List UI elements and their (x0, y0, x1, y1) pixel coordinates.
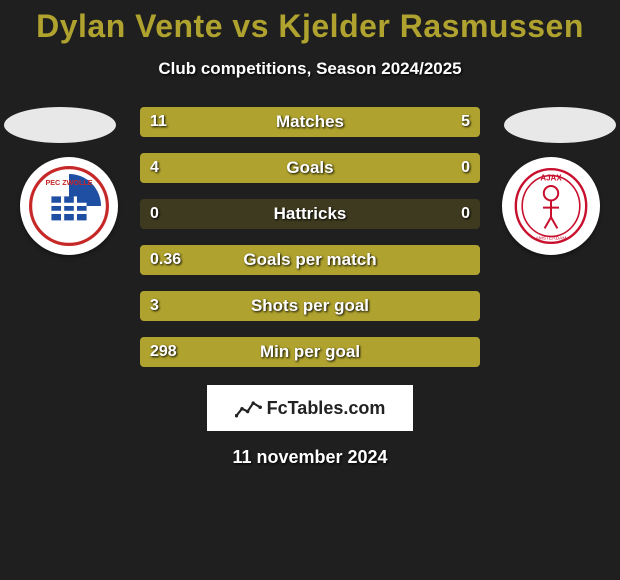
stat-row: 00Hattricks (140, 199, 480, 229)
subtitle: Club competitions, Season 2024/2025 (0, 59, 620, 79)
date-text: 11 november 2024 (0, 447, 620, 468)
source-logo: FcTables.com (207, 385, 413, 431)
svg-text:PEC ZWOLLE: PEC ZWOLLE (45, 178, 92, 187)
player2-ellipse (504, 107, 616, 143)
stat-row: 115Matches (140, 107, 480, 137)
stat-label: Hattricks (140, 199, 480, 229)
stat-label: Goals per match (140, 245, 480, 275)
ajax-icon: AJAX AMSTERDAM (511, 166, 591, 246)
stat-label: Shots per goal (140, 291, 480, 321)
stat-label: Min per goal (140, 337, 480, 367)
vs-text: vs (232, 8, 269, 44)
svg-text:AJAX: AJAX (540, 173, 562, 182)
player1-ellipse (4, 107, 116, 143)
stat-row: 0.36Goals per match (140, 245, 480, 275)
stat-label: Matches (140, 107, 480, 137)
svg-text:AMSTERDAM: AMSTERDAM (536, 236, 567, 242)
team-right-badge: AJAX AMSTERDAM (502, 157, 600, 255)
stat-label: Goals (140, 153, 480, 183)
team-left-badge: PEC ZWOLLE (20, 157, 118, 255)
stat-row: 3Shots per goal (140, 291, 480, 321)
comparison-content: PEC ZWOLLE AJAX AMSTERDAM 115Matches 40Go… (0, 107, 620, 367)
stat-bars: 115Matches 40Goals 00Hattricks 0.36Goals pe… (140, 107, 480, 367)
pec-zwolle-icon: PEC ZWOLLE (29, 166, 109, 246)
source-logo-text: FcTables.com (267, 398, 386, 419)
stat-row: 40Goals (140, 153, 480, 183)
fctables-icon (235, 397, 263, 419)
player1-name: Dylan Vente (36, 8, 223, 44)
comparison-title: Dylan Vente vs Kjelder Rasmussen (0, 0, 620, 45)
stat-row: 298Min per goal (140, 337, 480, 367)
player2-name: Kjelder Rasmussen (278, 8, 584, 44)
